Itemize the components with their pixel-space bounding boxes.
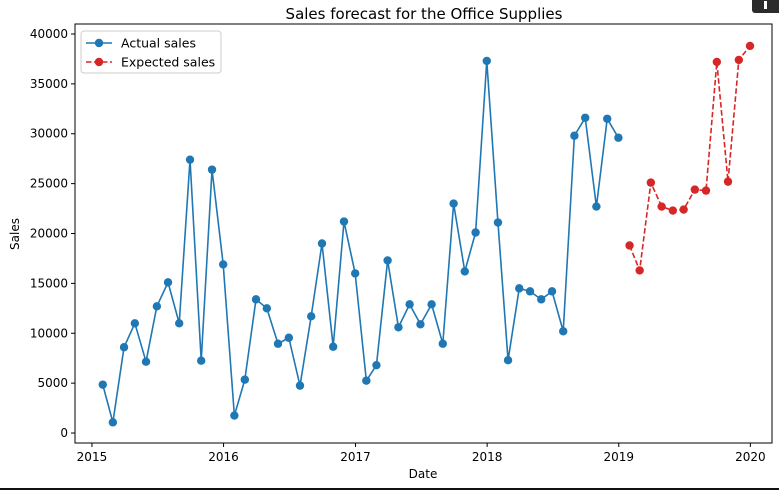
actual-sales-point <box>416 320 425 329</box>
actual-sales-point <box>570 131 579 140</box>
actual-sales-point <box>119 343 129 352</box>
y-tick-label: 0 <box>60 426 68 440</box>
actual-sales-point <box>317 239 327 248</box>
actual-sales-point <box>185 155 195 164</box>
x-tick-label: 2015 <box>77 450 108 464</box>
actual-sales-point <box>471 228 480 237</box>
y-tick-label: 15000 <box>30 276 68 290</box>
actual-sales-point <box>98 380 107 389</box>
actual-sales-point <box>503 355 513 365</box>
actual-sales-point <box>493 218 503 227</box>
expected-sales-point <box>690 185 700 194</box>
actual-sales-point <box>427 300 436 309</box>
actual-sales-point <box>515 284 524 293</box>
y-tick-label: 20000 <box>30 227 68 241</box>
actual-sales-point <box>614 133 623 142</box>
expected-sales-point <box>745 41 755 51</box>
expected-sales-point <box>625 241 634 250</box>
x-tick-label: 2018 <box>472 450 503 464</box>
actual-sales-point <box>240 375 250 384</box>
actual-sales-point <box>559 327 568 336</box>
actual-sales-point <box>592 202 601 211</box>
actual-sales-point <box>339 217 349 226</box>
actual-sales-point <box>547 287 557 296</box>
legend: Actual sales Expected sales <box>80 30 222 74</box>
y-tick-label: 40000 <box>30 27 68 41</box>
actual-sales-point <box>460 267 469 276</box>
y-axis-label: Sales <box>8 218 22 250</box>
expected-sales-point <box>635 266 644 275</box>
actual-sales-point <box>295 381 305 390</box>
actual-sales-point <box>372 360 381 370</box>
actual-sales-point <box>130 319 140 328</box>
actual-sales-point <box>383 256 392 265</box>
actual-sales-point <box>152 302 162 311</box>
expected-sales-point <box>657 202 666 211</box>
plot-area <box>74 23 773 444</box>
actual-sales-point <box>537 295 546 304</box>
legend-actual-sales-marker <box>94 38 104 48</box>
y-tick-label: 5000 <box>37 376 68 390</box>
actual-sales-point <box>284 333 294 342</box>
expected-sales-point <box>701 186 711 195</box>
y-tick-label: 10000 <box>30 326 68 340</box>
expected-sales-point <box>734 55 744 65</box>
actual-sales-point <box>273 339 283 348</box>
actual-sales-point <box>438 339 447 348</box>
expected-sales-line <box>628 45 751 272</box>
actual-sales-point <box>207 165 217 174</box>
y-axis: 0 5000 10000 15000 20000 25000 30000 35000 40000 <box>30 27 75 440</box>
actual-sales-point <box>108 418 118 427</box>
y-tick-label: 25000 <box>30 177 68 191</box>
legend-actual-sales-label: Actual sales <box>121 36 196 51</box>
legend-box <box>80 30 222 74</box>
y-tick-label: 30000 <box>30 127 68 141</box>
series-layer <box>98 41 755 427</box>
actual-sales-point <box>251 295 261 304</box>
x-axis: 2015 2016 2017 2018 2019 2020 <box>77 443 766 464</box>
actual-sales-point <box>306 312 316 321</box>
corner-menu-button[interactable] <box>752 0 779 13</box>
actual-sales-point <box>175 319 184 328</box>
x-tick-label: 2017 <box>340 450 371 464</box>
expected-sales-point <box>723 177 733 186</box>
legend-expected-sales-label: Expected sales <box>121 55 215 70</box>
window-bottom-border <box>0 488 779 490</box>
actual-sales-point <box>230 411 239 420</box>
actual-sales-point <box>350 269 360 278</box>
actual-sales-point <box>394 323 403 332</box>
actual-sales-point <box>362 376 371 385</box>
x-axis-label: Date <box>409 467 438 481</box>
actual-sales-point <box>141 357 151 366</box>
actual-sales-point <box>197 356 206 365</box>
actual-sales-point <box>449 199 458 208</box>
actual-sales-point <box>328 342 338 351</box>
x-tick-label: 2019 <box>603 450 634 464</box>
legend-expected-sales-marker <box>94 57 104 67</box>
actual-sales-point <box>525 287 535 296</box>
actual-sales-point <box>482 56 491 66</box>
x-tick-label: 2020 <box>735 450 766 464</box>
actual-sales-point <box>262 304 272 313</box>
expected-sales-point <box>668 206 678 215</box>
actual-sales-point <box>581 113 590 122</box>
actual-sales-point <box>603 114 612 123</box>
expected-sales-point <box>679 205 688 214</box>
actual-sales-point <box>405 300 414 309</box>
expected-sales-point <box>712 57 722 67</box>
expected-sales-point <box>646 178 656 187</box>
actual-sales-point <box>163 278 173 287</box>
chart-title: Sales forecast for the Office Supplies <box>286 5 563 23</box>
y-tick-label: 35000 <box>30 77 68 91</box>
x-tick-label: 2016 <box>208 450 239 464</box>
actual-sales-point <box>218 260 228 269</box>
